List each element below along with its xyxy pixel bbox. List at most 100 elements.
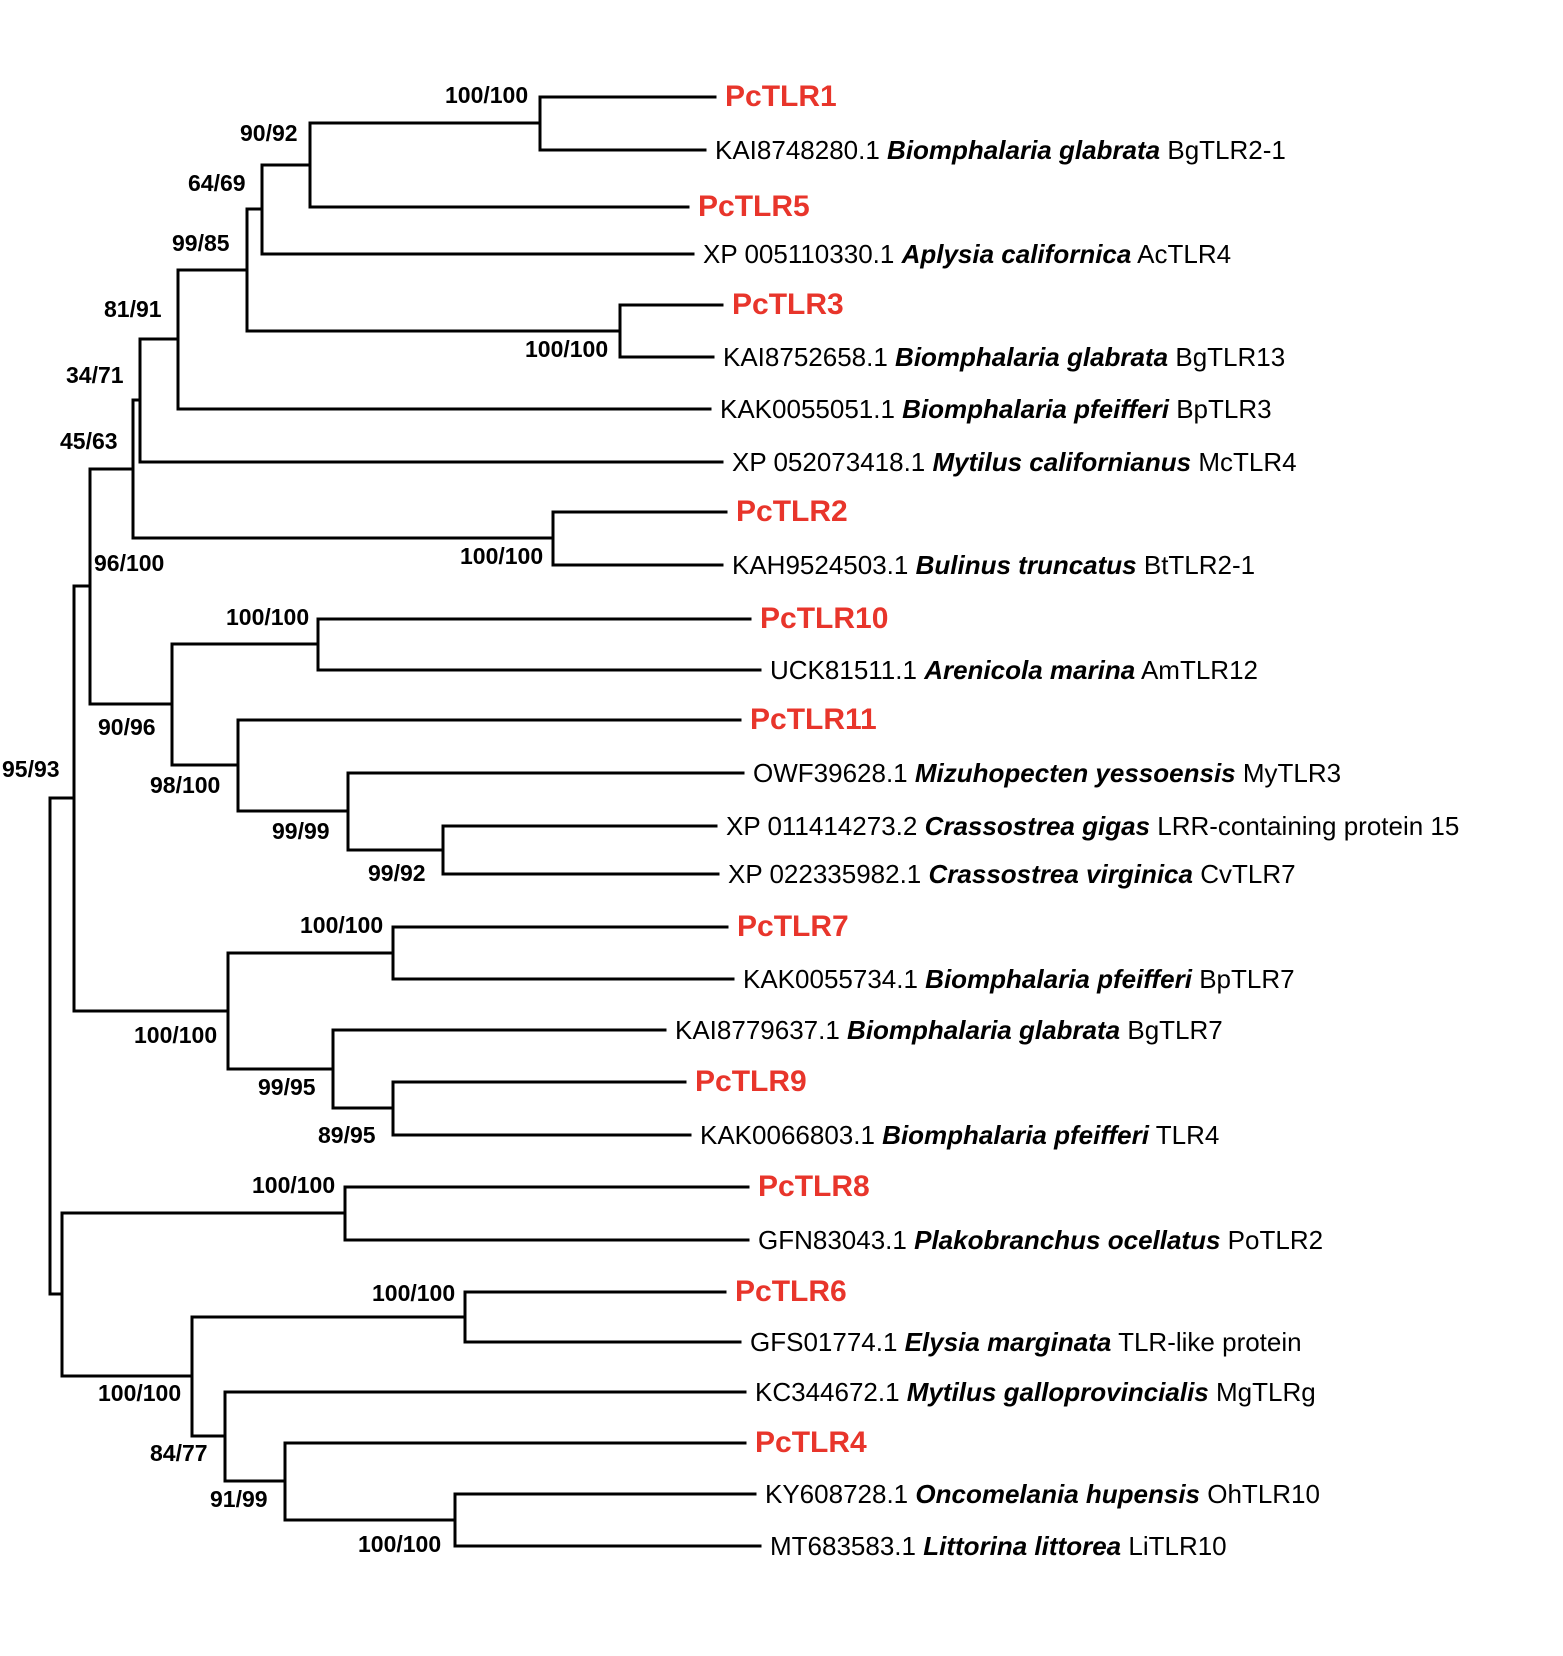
species-name: Crassostrea virginica [928, 859, 1193, 889]
leaf-taxon: KAK0066803.1 Biomphalaria pfeifferi TLR4 [700, 1119, 1219, 1151]
leaf-taxon: XP 052073418.1 Mytilus californianus McT… [732, 446, 1297, 478]
species-name: Biomphalaria pfeifferi [925, 964, 1192, 994]
species-name: Mytilus galloprovincialis [906, 1377, 1209, 1407]
support-value: 95/93 [2, 756, 60, 782]
accession: KAI8748280.1 [715, 135, 880, 165]
accession: KC344672.1 [755, 1377, 900, 1407]
leaf-taxon: GFN83043.1 Plakobranchus ocellatus PoTLR… [758, 1224, 1323, 1256]
gene-name: PoTLR2 [1227, 1225, 1324, 1255]
accession: KAK0066803.1 [700, 1120, 875, 1150]
accession: XP 005110330.1 [703, 239, 895, 269]
species-name: Bulinus truncatus [915, 550, 1137, 580]
species-name: Biomphalaria pfeifferi [902, 394, 1169, 424]
gene-name: LRR-containing protein 15 [1157, 811, 1460, 841]
leaf-taxon: XP 011414273.2 Crassostrea gigas LRR-con… [726, 810, 1459, 842]
gene-name: BtTLR2-1 [1143, 550, 1256, 580]
support-value: 99/99 [272, 818, 330, 844]
accession: MT683583.1 [770, 1531, 916, 1561]
species-name: Elysia marginata [904, 1327, 1112, 1357]
gene-name: McTLR4 [1198, 447, 1297, 477]
leaf-taxon: KAK0055051.1 Biomphalaria pfeifferi BpTL… [720, 393, 1272, 425]
leaf-taxon: GFS01774.1 Elysia marginata TLR-like pro… [750, 1326, 1302, 1358]
species-name: Littorina littorea [923, 1531, 1122, 1561]
leaf-taxon: XP 022335982.1 Crassostrea virginica CvT… [728, 858, 1296, 890]
species-name: Biomphalaria glabrata [847, 1015, 1121, 1045]
leaf-pctlr10: PcTLR10 [760, 602, 889, 635]
support-value: 99/85 [172, 230, 230, 256]
species-name: Biomphalaria glabrata [887, 135, 1161, 165]
support-value: 100/100 [372, 1280, 456, 1306]
leaf-taxon: KC344672.1 Mytilus galloprovincialis MgT… [755, 1376, 1316, 1408]
support-value: 81/91 [104, 296, 162, 322]
leaf-taxon: KY608728.1 Oncomelania hupensis OhTLR10 [765, 1478, 1320, 1510]
accession: KAI8779637.1 [675, 1015, 840, 1045]
leaf-pctlr8: PcTLR8 [758, 1170, 870, 1203]
support-value: 90/92 [240, 120, 298, 146]
accession: KAK0055734.1 [743, 964, 918, 994]
support-value: 100/100 [525, 336, 609, 362]
accession: XP 022335982.1 [728, 859, 922, 889]
gene-name: MyTLR3 [1242, 758, 1342, 788]
leaf-taxon: UCK81511.1 Arenicola marina AmTLR12 [770, 654, 1258, 686]
leaf-pctlr3: PcTLR3 [732, 288, 844, 321]
support-value: 100/100 [358, 1531, 442, 1557]
accession: GFS01774.1 [750, 1327, 898, 1357]
species-name: Aplysia californica [901, 239, 1132, 269]
support-value: 100/100 [226, 604, 310, 630]
accession: KAK0055051.1 [720, 394, 895, 424]
support-value: 90/96 [98, 714, 156, 740]
species-name: Biomphalaria pfeifferi [882, 1120, 1149, 1150]
leaf-pctlr7: PcTLR7 [737, 910, 849, 943]
leaf-taxon: OWF39628.1 Mizuhopecten yessoensis MyTLR… [753, 757, 1341, 789]
support-value: 89/95 [318, 1122, 376, 1148]
gene-name: BgTLR2-1 [1167, 135, 1286, 165]
leaf-pctlr2: PcTLR2 [736, 495, 848, 528]
leaf-pctlr11: PcTLR11 [750, 703, 877, 736]
accession: KAI8752658.1 [723, 342, 888, 372]
support-value: 99/95 [258, 1074, 316, 1100]
gene-name: BpTLR7 [1199, 964, 1295, 994]
leaf-taxon: KAI8752658.1 Biomphalaria glabrata BgTLR… [723, 341, 1285, 373]
support-value: 100/100 [252, 1172, 336, 1198]
accession: XP 011414273.2 [726, 811, 918, 841]
branch-lines [48, 95, 762, 1548]
leaf-pctlr6: PcTLR6 [735, 1275, 847, 1308]
gene-name: AcTLR4 [1137, 239, 1232, 269]
support-value: 34/71 [66, 362, 124, 388]
gene-name: BgTLR7 [1127, 1015, 1223, 1045]
support-value: 99/92 [368, 860, 426, 886]
support-value: 100/100 [445, 82, 529, 108]
leaf-taxon: KAH9524503.1 Bulinus truncatus BtTLR2-1 [732, 549, 1255, 581]
support-value: 98/100 [150, 772, 221, 798]
gene-name: CvTLR7 [1200, 859, 1296, 889]
gene-name: BpTLR3 [1176, 394, 1272, 424]
gene-name: TLR-like protein [1118, 1327, 1302, 1357]
leaf-pctlr5: PcTLR5 [698, 190, 810, 223]
species-name: Plakobranchus ocellatus [914, 1225, 1221, 1255]
support-value: 45/63 [60, 428, 118, 454]
support-value: 100/100 [134, 1022, 218, 1048]
gene-name: MgTLRg [1216, 1377, 1316, 1407]
accession: KY608728.1 [765, 1479, 909, 1509]
leaf-pctlr9: PcTLR9 [695, 1065, 807, 1098]
leaf-pctlr4: PcTLR4 [755, 1426, 867, 1459]
gene-name: OhTLR10 [1207, 1479, 1320, 1509]
support-value: 96/100 [94, 550, 165, 576]
accession: GFN83043.1 [758, 1225, 907, 1255]
accession: XP 052073418.1 [732, 447, 926, 477]
support-value: 100/100 [98, 1380, 182, 1406]
leaf-taxon: MT683583.1 Littorina littorea LiTLR10 [770, 1530, 1227, 1562]
support-value: 100/100 [460, 543, 544, 569]
gene-name: BgTLR13 [1175, 342, 1286, 372]
support-value: 91/99 [210, 1486, 268, 1512]
leaf-taxon: KAK0055734.1 Biomphalaria pfeifferi BpTL… [743, 963, 1295, 995]
species-name: Mytilus californianus [932, 447, 1192, 477]
leaf-taxon: KAI8748280.1 Biomphalaria glabrata BgTLR… [715, 134, 1286, 166]
leaf-taxon: KAI8779637.1 Biomphalaria glabrata BgTLR… [675, 1014, 1223, 1046]
species-name: Crassostrea gigas [924, 811, 1151, 841]
support-value: 64/69 [188, 170, 246, 196]
support-value: 84/77 [150, 1440, 208, 1466]
support-value: 100/100 [300, 912, 384, 938]
